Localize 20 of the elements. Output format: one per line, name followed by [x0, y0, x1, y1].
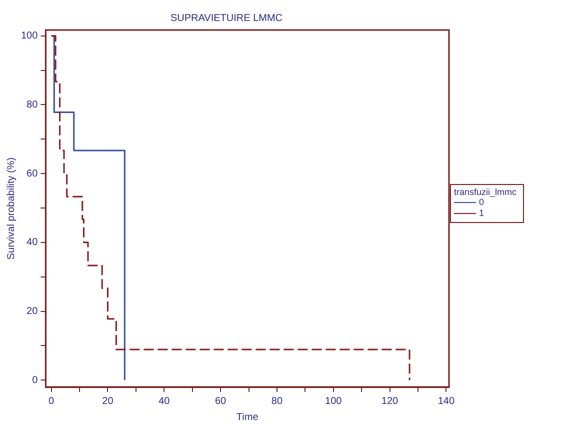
y-tick-label: 20 [26, 306, 38, 318]
y-tick-label: 60 [26, 168, 38, 180]
legend-label: 0 [479, 197, 484, 208]
legend-title: transfuzii_lmmc [454, 187, 517, 197]
y-axis-title: Survival probability (%) [6, 157, 17, 260]
x-tick-label: 140 [438, 396, 455, 407]
x-tick-label: 80 [271, 396, 283, 407]
y-tick-label: 100 [20, 30, 38, 42]
legend-label: 1 [479, 208, 484, 219]
x-tick-label: 0 [48, 396, 55, 407]
x-tick-label: 100 [325, 396, 342, 407]
y-tick-label: 0 [32, 374, 38, 386]
x-tick-label: 60 [214, 396, 227, 407]
x-tick-label: 20 [102, 396, 114, 407]
x-tick-label: 120 [381, 396, 399, 407]
x-axis-title: Time [236, 412, 259, 423]
chart-title: SUPRAVIETUIRE LMMC [170, 12, 283, 24]
y-tick-label: 80 [26, 99, 38, 110]
y-tick-label: 40 [26, 237, 38, 248]
x-tick-label: 40 [158, 396, 170, 407]
